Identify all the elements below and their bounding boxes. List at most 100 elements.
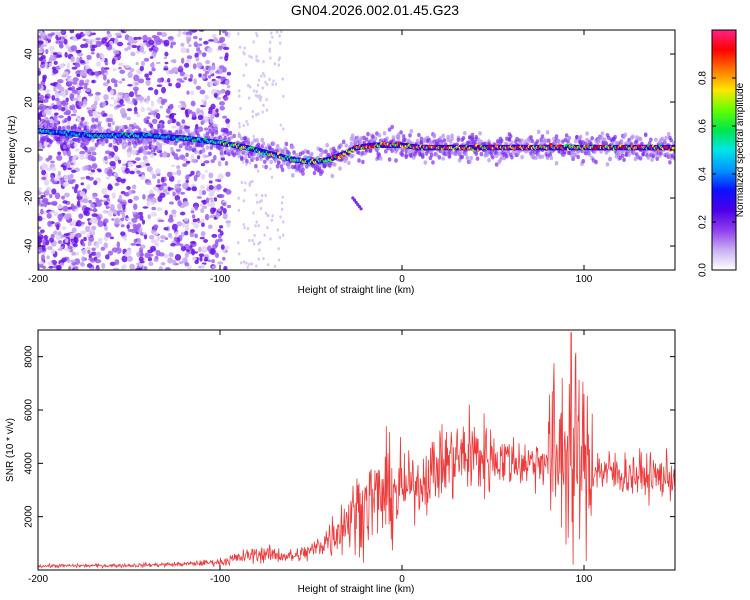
spectrogram-noise-point <box>149 56 154 59</box>
spectrogram-noise-point <box>43 179 50 186</box>
spectrogram-noise-point <box>220 77 225 81</box>
spectrogram-halo-point <box>48 139 53 145</box>
spectrogram-noise-point <box>55 265 62 270</box>
colorbar-tick-label: 0.0 <box>698 263 709 277</box>
spectrogram-noise-point <box>47 109 52 116</box>
spectrogram-noise-point <box>129 67 135 73</box>
spectrogram-noise-point <box>168 201 175 205</box>
spectrogram-noise-point <box>138 256 144 262</box>
spectrogram-noise-point <box>84 65 90 70</box>
spectrogram-halo-point <box>670 153 675 159</box>
spectrogram-noise-point <box>106 79 110 84</box>
spectrogram-halo-point <box>122 139 127 145</box>
spectrogram-halo-point <box>157 123 161 129</box>
spectrogram-noise-point <box>185 174 190 181</box>
spectrogram-noise-point <box>280 201 284 205</box>
spectrogram-halo-point <box>456 137 461 143</box>
spectrogram-noise-point <box>89 176 94 181</box>
spectrogram-noise-point <box>215 108 219 113</box>
spectrogram-noise-point <box>45 48 49 55</box>
spectrogram-ytick-label: -40 <box>24 238 35 253</box>
spectrogram-noise-point <box>215 75 222 79</box>
spectrogram-noise-point <box>176 169 182 176</box>
spectrogram-noise-point <box>176 78 183 81</box>
spectrogram-noise-point <box>94 71 100 74</box>
spectrogram-noise-point <box>251 179 254 184</box>
spectrogram-noise-point <box>135 267 140 270</box>
spectrogram-noise-point <box>186 58 191 64</box>
spectrogram-halo-point <box>181 131 186 136</box>
spectrogram-noise-point <box>264 80 267 84</box>
spectrogram-halo-point <box>338 166 342 171</box>
spectrogram-halo-point <box>144 140 149 146</box>
spectrogram-noise-point <box>86 107 92 110</box>
spectrogram-halo-point <box>64 125 68 130</box>
spectrogram-noise-point <box>168 232 173 238</box>
spectrogram-noise-point <box>103 218 109 224</box>
spectrogram-noise-point <box>203 155 210 158</box>
spectrogram-halo-point <box>240 155 244 160</box>
spectrogram-noise-point <box>190 90 195 96</box>
colorbar-tick-label: 0.8 <box>698 71 709 85</box>
spectrogram-noise-point <box>69 173 74 179</box>
spectrogram-noise-point <box>195 85 202 90</box>
snr-ticks: -200 -100 0 100 2000 4000 6000 8000 <box>24 330 675 585</box>
spectrogram-halo-point <box>251 155 256 161</box>
spectrogram-noise-point <box>53 211 59 217</box>
spectrogram-noise-point <box>146 95 151 102</box>
spectrogram-halo-point <box>208 151 212 157</box>
spectrogram-halo-point <box>168 118 173 123</box>
spectrogram-noise-point <box>67 78 73 82</box>
spectrogram-noise-point <box>120 166 126 171</box>
spectrogram-noise-point <box>76 117 82 123</box>
spectrogram-halo-point <box>223 135 228 141</box>
spectrogram-noise-point <box>84 165 89 170</box>
spectrogram-noise-point <box>208 180 213 184</box>
spectrogram-noise-point <box>262 103 265 107</box>
colorbar: 0.0 0.2 0.4 0.6 0.8 Normalized spectral ampl… <box>698 29 746 277</box>
spectrogram-noise-point <box>127 199 133 204</box>
spectrogram-noise-point <box>225 220 232 224</box>
spectrogram-noise-point <box>205 197 210 204</box>
spectrogram-noise-point <box>67 81 73 86</box>
spectrogram-noise-point <box>87 241 92 247</box>
spectrogram-halo-point <box>419 140 424 145</box>
spectrogram-noise-point <box>191 117 197 120</box>
spectrogram-halo-point <box>252 138 257 143</box>
spectrogram-noise-point <box>238 45 242 49</box>
spectrogram-noise-point <box>186 34 191 38</box>
spectrogram-noise-point <box>57 79 64 84</box>
spectrogram-halo-point <box>124 124 128 130</box>
spectrogram-noise-point <box>114 217 120 224</box>
spectrogram-noise-point <box>100 246 106 251</box>
spectrogram-noise-point <box>91 79 95 84</box>
spectrogram-noise-point <box>146 200 151 207</box>
spectrogram-halo-point <box>143 128 147 133</box>
spectrogram-halo-point <box>373 136 378 141</box>
spectrogram-noise-point <box>120 265 126 270</box>
spectrogram-noise-point <box>129 170 135 175</box>
spectrogram-halo-point <box>547 138 551 143</box>
spectrogram-noise-point <box>161 32 167 38</box>
spectrogram-noise-point <box>255 31 258 35</box>
spectrogram-noise-point <box>204 70 210 75</box>
spectrogram-noise-point <box>38 67 41 72</box>
spectrogram-noise-point <box>247 83 250 88</box>
spectrogram-noise-point <box>187 187 191 191</box>
spectrogram-noise-point <box>257 78 261 82</box>
spectrogram-noise-point <box>144 252 150 259</box>
spectrogram-noise-point <box>180 245 187 252</box>
spectrogram-halo-point <box>291 144 295 150</box>
spectrogram-noise-point <box>252 134 255 138</box>
spectrogram-xtick-label: -200 <box>28 274 48 285</box>
spectrogram-ytick-label: 0 <box>24 147 35 153</box>
spectrogram-noise-point <box>71 66 78 70</box>
spectrogram-noise-point <box>199 256 203 262</box>
spectrogram-noise-point <box>38 263 41 270</box>
spectrogram-noise-point <box>204 256 208 262</box>
spectrogram-noise-point <box>69 30 75 34</box>
spectrogram-halo-point <box>357 158 361 163</box>
spectrogram-halo-point <box>634 138 639 144</box>
spectrogram-noise-point <box>71 227 77 234</box>
spectrogram-halo-point <box>64 117 68 123</box>
